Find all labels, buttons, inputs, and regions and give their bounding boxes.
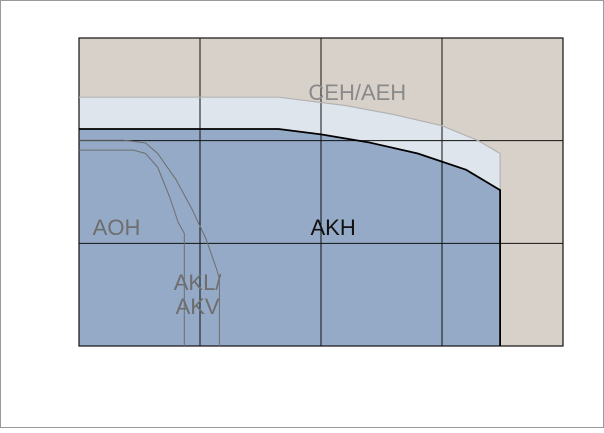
region-label-line: AKL/ [174,270,223,295]
region-label-aoh: AOH [93,215,141,240]
region-akl-akv-curve [79,139,220,346]
region-akh-area [79,129,501,346]
region-label-line: AKV [176,294,220,319]
plot-frame [78,37,564,347]
region-label-line: CEH/AEH [308,80,406,105]
region-label-line: AOH [93,215,141,240]
region-label-ceh-aeh: CEH/AEH [308,80,406,105]
region-aoh-curve [79,149,185,346]
region-ceh-aeh-curve [79,96,501,346]
region-akh-curve [79,128,501,346]
region-label-akl-akv: AKL/AKV [174,270,223,319]
region-label-line: AKH [310,215,355,240]
region-label-akh: AKH [310,215,355,240]
